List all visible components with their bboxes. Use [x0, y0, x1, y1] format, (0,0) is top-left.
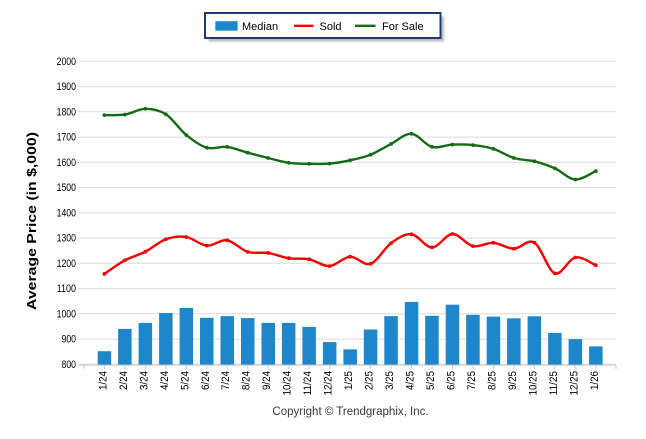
svg-text:12/24: 12/24: [323, 371, 335, 395]
svg-text:Average Price (in $,000): Average Price (in $,000): [25, 132, 39, 310]
svg-text:1/25: 1/25: [343, 371, 355, 390]
svg-text:11/25: 11/25: [548, 371, 560, 395]
svg-text:5/25: 5/25: [425, 371, 437, 390]
svg-text:6/24: 6/24: [200, 371, 212, 390]
svg-text:For Sale: For Sale: [382, 21, 424, 33]
svg-text:10/24: 10/24: [282, 371, 294, 395]
svg-text:1500: 1500: [57, 182, 76, 194]
svg-text:800: 800: [62, 359, 77, 371]
svg-text:1200: 1200: [57, 258, 76, 270]
svg-text:9/24: 9/24: [261, 371, 273, 390]
svg-text:900: 900: [62, 334, 77, 346]
svg-text:2/24: 2/24: [118, 371, 130, 390]
svg-text:4/24: 4/24: [159, 371, 171, 390]
svg-text:1600: 1600: [57, 157, 76, 169]
svg-text:1/26: 1/26: [589, 371, 601, 390]
svg-text:2000: 2000: [57, 56, 76, 68]
svg-text:1300: 1300: [57, 233, 76, 245]
svg-text:1800: 1800: [57, 106, 76, 118]
svg-text:11/24: 11/24: [302, 371, 314, 395]
svg-text:6/25: 6/25: [446, 371, 458, 390]
svg-text:1000: 1000: [57, 308, 76, 320]
svg-text:10/25: 10/25: [527, 371, 539, 395]
svg-text:1900: 1900: [57, 81, 76, 93]
svg-text:2/25: 2/25: [364, 371, 376, 390]
svg-text:3/24: 3/24: [138, 371, 150, 390]
svg-text:Median: Median: [242, 21, 278, 33]
svg-text:3/25: 3/25: [384, 371, 396, 390]
svg-text:9/25: 9/25: [507, 371, 519, 390]
svg-text:4/25: 4/25: [405, 371, 417, 390]
svg-text:1700: 1700: [57, 132, 76, 144]
svg-text:Sold: Sold: [320, 21, 342, 33]
svg-text:1400: 1400: [57, 207, 76, 219]
svg-text:1100: 1100: [57, 283, 76, 295]
svg-text:1/24: 1/24: [97, 371, 109, 390]
svg-text:8/25: 8/25: [486, 371, 498, 390]
svg-text:12/25: 12/25: [568, 371, 580, 395]
svg-text:7/25: 7/25: [466, 371, 478, 390]
svg-text:Copyright © Trendgraphix, Inc.: Copyright © Trendgraphix, Inc.: [272, 406, 428, 418]
svg-text:5/24: 5/24: [179, 371, 191, 390]
svg-text:8/24: 8/24: [241, 371, 253, 390]
svg-text:7/24: 7/24: [220, 371, 232, 390]
